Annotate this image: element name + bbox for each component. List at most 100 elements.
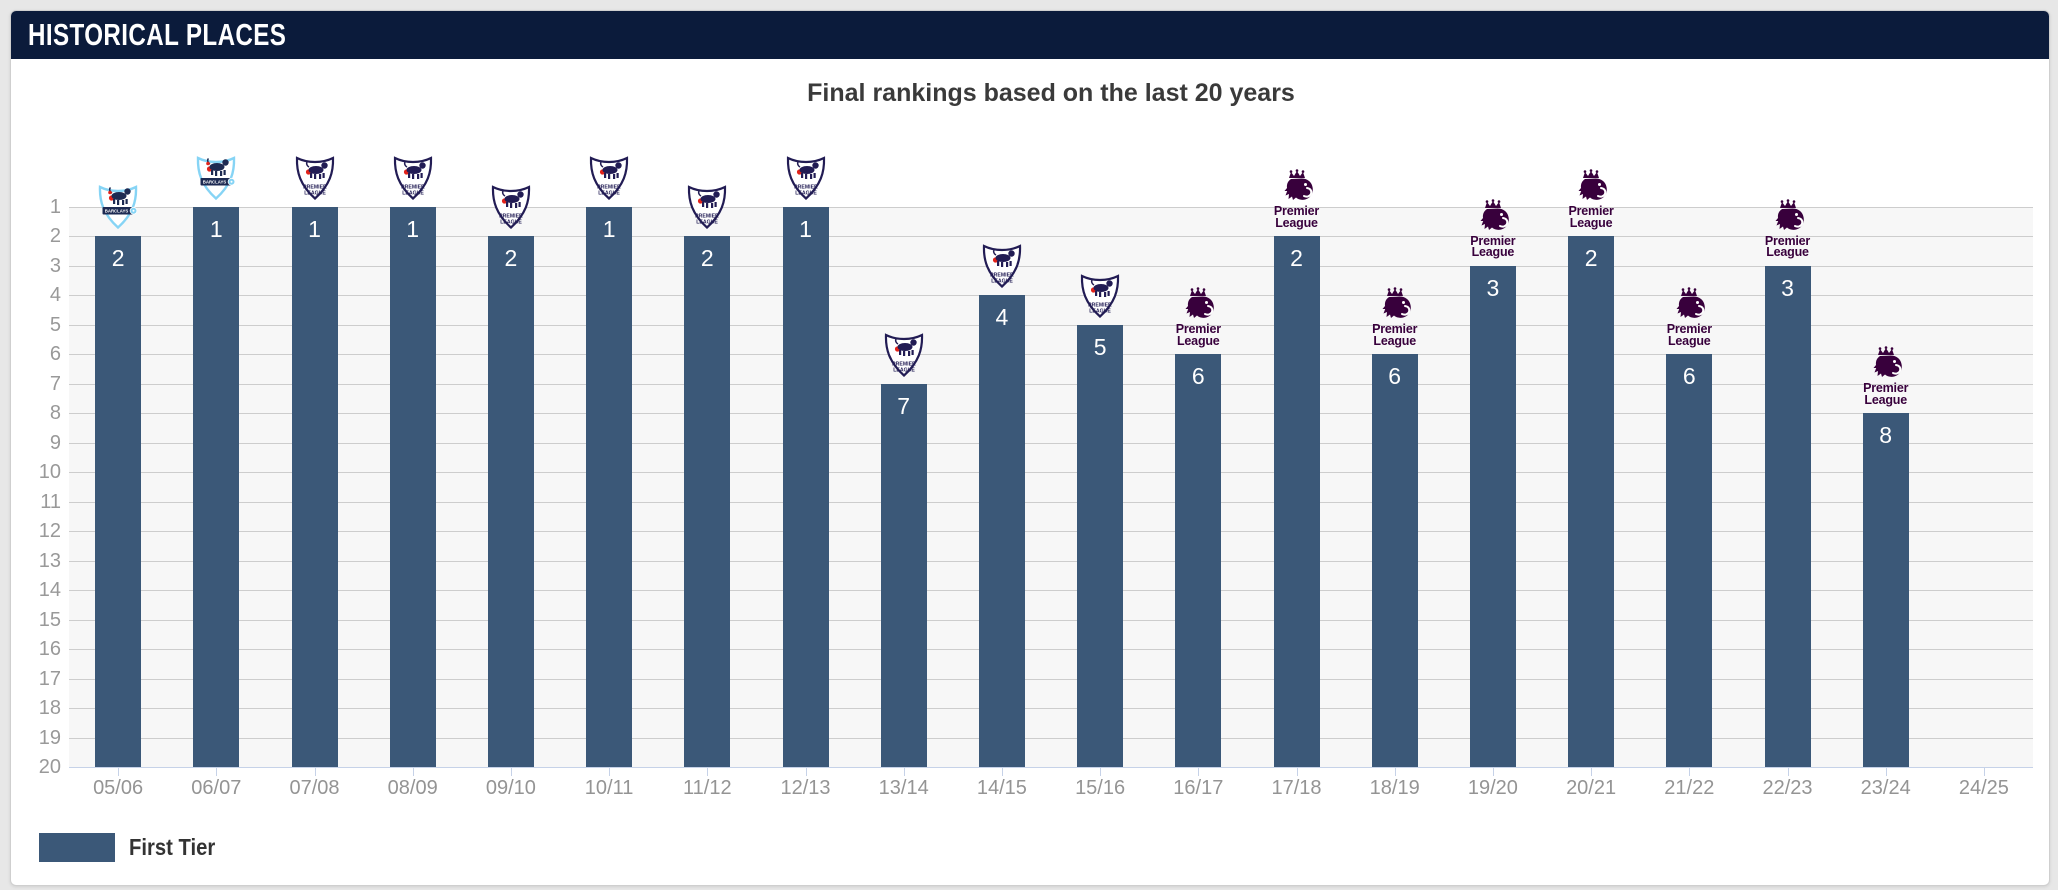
svg-text:LEAGUE: LEAGUE — [1089, 308, 1111, 314]
premier-league-lion-icon — [1873, 346, 1902, 378]
x-axis-label-10-11: 10/11 — [584, 777, 634, 799]
y-axis-label: 10 — [38, 461, 61, 484]
axis-tick — [1492, 767, 1494, 776]
svg-text:PREMIER: PREMIER — [695, 214, 719, 220]
bar-07-08[interactable]: 1 — [291, 207, 338, 767]
bar-09-10[interactable]: 2 — [487, 236, 534, 767]
x-axis-label-06-07: 06/07 — [191, 777, 242, 799]
premier-league-badge: PREMIER LEAGUE — [294, 154, 336, 202]
bar-value-label: 8 — [1879, 422, 1893, 449]
bar-23-24[interactable]: 8 — [1862, 413, 1909, 767]
bar-14-15[interactable]: 4 — [978, 295, 1025, 767]
bar-20-21[interactable]: 2 — [1568, 236, 1615, 767]
y-axis-label: 1 — [49, 196, 61, 218]
badge-lion-icon — [992, 249, 1015, 268]
bar-value-label: 4 — [995, 304, 1009, 331]
bar-22-23[interactable]: 3 — [1764, 265, 1811, 767]
gridline — [69, 737, 2033, 739]
svg-text:BARCLAYS: BARCLAYS — [203, 180, 227, 185]
svg-text:PREMIER: PREMIER — [597, 185, 621, 191]
y-axis-label: 3 — [49, 254, 61, 277]
gridline — [69, 708, 2033, 710]
gridline — [69, 472, 2033, 474]
y-axis-label: 16 — [38, 638, 61, 661]
bar-value-label: 7 — [897, 392, 911, 419]
bar-12-13[interactable]: 1 — [782, 207, 829, 767]
axis-tick — [1001, 767, 1003, 776]
badge-lion-icon — [698, 190, 720, 209]
premier-league-badge-icon: PREMIER LEAGUE — [491, 185, 530, 230]
badge-lion-icon — [599, 160, 622, 179]
gridline — [69, 354, 2033, 356]
y-axis-label: 8 — [49, 402, 61, 425]
y-axis-label: 14 — [38, 579, 61, 602]
bar-08-09[interactable]: 1 — [389, 207, 436, 767]
y-axis-label: 20 — [38, 756, 61, 778]
bar-17-18[interactable]: 2 — [1273, 236, 1320, 767]
premier-league-wordmark: Premier League — [1273, 204, 1320, 230]
gridline — [69, 236, 2033, 238]
svg-text:LEAGUE: LEAGUE — [304, 191, 326, 197]
historical-places-card: HISTORICAL PLACES Final rankings based o… — [10, 10, 2050, 886]
svg-text:BARCLAYS: BARCLAYS — [105, 209, 129, 214]
premier-league-wordmark: Premier League — [1764, 233, 1811, 260]
premier-league-lion-icon — [1185, 287, 1215, 319]
gridline — [69, 413, 2033, 415]
svg-text:LEAGUE: LEAGUE — [696, 220, 718, 226]
axis-tick — [1198, 767, 1200, 776]
premier-league-lion-logo: Premier League — [1168, 287, 1228, 347]
chart-legend[interactable]: First Tier — [39, 833, 2049, 862]
legend-swatch-first-tier — [39, 833, 115, 862]
svg-text:PREMIER: PREMIER — [1088, 302, 1112, 308]
bar-13-14[interactable]: 7 — [880, 383, 927, 767]
gridline — [69, 531, 2033, 533]
bar-16-17[interactable]: 6 — [1175, 354, 1222, 767]
bar-06-07[interactable]: 1 — [193, 207, 240, 767]
svg-text:PREMIER: PREMIER — [990, 273, 1014, 279]
y-axis-label: 2 — [49, 225, 61, 248]
bar-11-12[interactable]: 2 — [684, 236, 731, 767]
gridline — [69, 619, 2033, 621]
bar-value-label: 1 — [406, 216, 420, 242]
bar-value-label: 2 — [111, 245, 125, 272]
x-axis-label-08-09: 08/09 — [387, 777, 438, 799]
bar-value-label: 2 — [504, 245, 518, 272]
final-rankings-chart: Final rankings based on the last 20 year… — [11, 59, 2049, 817]
y-axis-label: 12 — [38, 520, 61, 543]
bar-value-label: 6 — [1682, 363, 1696, 390]
x-axis-label-15-16: 15/16 — [1075, 777, 1126, 799]
bar-value-label: 3 — [1781, 274, 1794, 301]
y-axis-label: 17 — [38, 667, 61, 690]
svg-text:LEAGUE: LEAGUE — [991, 279, 1013, 285]
premier-league-badge: PREMIER LEAGUE — [981, 242, 1023, 290]
bar-15-16[interactable]: 5 — [1077, 324, 1124, 767]
premier-league-badge: PREMIER LEAGUE — [1079, 272, 1121, 320]
gridline — [69, 649, 2033, 651]
bar-05-06[interactable]: 2 — [95, 236, 142, 767]
premier-league-lion-icon — [1676, 287, 1706, 319]
svg-text:LEAGUE: LEAGUE — [500, 220, 522, 226]
gridline — [69, 383, 2033, 385]
bar-21-22[interactable]: 6 — [1666, 354, 1713, 767]
card-header: HISTORICAL PLACES — [11, 11, 2049, 59]
premier-league-badge-icon: PREMIER LEAGUE — [982, 244, 1021, 289]
premier-league-lion-logo: Premier League — [1365, 287, 1425, 347]
barclays-premier-league-badge: BARCLAYS — [97, 183, 139, 231]
gridline — [69, 442, 2033, 444]
barclays-premier-league-badge-icon: BARCLAYS — [197, 156, 236, 201]
premier-league-badge: PREMIER LEAGUE — [883, 331, 925, 379]
x-axis-label-13-14: 13/14 — [878, 777, 929, 799]
premier-league-badge-icon: PREMIER LEAGUE — [589, 156, 629, 200]
bar-10-11[interactable]: 1 — [586, 207, 633, 767]
axis-tick — [1394, 767, 1396, 776]
bar-19-20[interactable]: 3 — [1469, 265, 1516, 767]
x-axis-line — [69, 767, 2033, 768]
svg-text:LEAGUE: LEAGUE — [893, 367, 915, 373]
gridline — [69, 207, 2033, 208]
bar-18-19[interactable]: 6 — [1371, 354, 1418, 767]
svg-text:PREMIER: PREMIER — [794, 185, 818, 191]
badge-lion-icon — [403, 160, 426, 179]
premier-league-badge-icon: PREMIER LEAGUE — [1080, 274, 1120, 318]
y-axis-label: 9 — [49, 431, 61, 454]
y-axis-label: 15 — [38, 608, 61, 631]
